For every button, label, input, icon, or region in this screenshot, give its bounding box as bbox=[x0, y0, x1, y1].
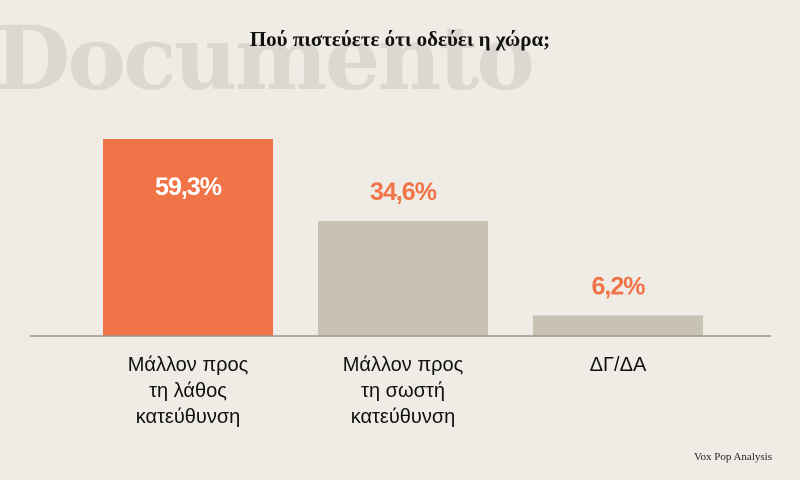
category-label: Μάλλον προς τη σωστή κατεύθυνση bbox=[343, 354, 464, 428]
category-label: ΔΓ/ΔΑ bbox=[590, 354, 647, 376]
bar-value-label: 6,2% bbox=[592, 272, 646, 300]
category-label-line: τη λάθος bbox=[149, 380, 227, 402]
category-label-line: Μάλλον προς bbox=[343, 354, 464, 376]
source-credit: Vox Pop Analysis bbox=[693, 451, 772, 463]
category-label-line: ΔΓ/ΔΑ bbox=[590, 354, 647, 376]
category-label: Μάλλον προς τη λάθος κατεύθυνση bbox=[128, 354, 249, 428]
category-label-line: Μάλλον προς bbox=[128, 354, 249, 376]
bar-value-label: 59,3% bbox=[155, 173, 222, 201]
bar-value-label: 34,6% bbox=[370, 178, 437, 206]
category-label-line: κατεύθυνση bbox=[351, 406, 456, 428]
bar bbox=[533, 315, 703, 336]
watermark-logo: Documento bbox=[0, 6, 535, 110]
bar bbox=[103, 139, 273, 336]
bar bbox=[318, 221, 488, 336]
category-label-line: τη σωστή bbox=[361, 380, 445, 402]
chart-title: Πού πιστεύετε ότι οδεύει η χώρα; bbox=[249, 27, 551, 51]
category-label-line: κατεύθυνση bbox=[136, 406, 241, 428]
